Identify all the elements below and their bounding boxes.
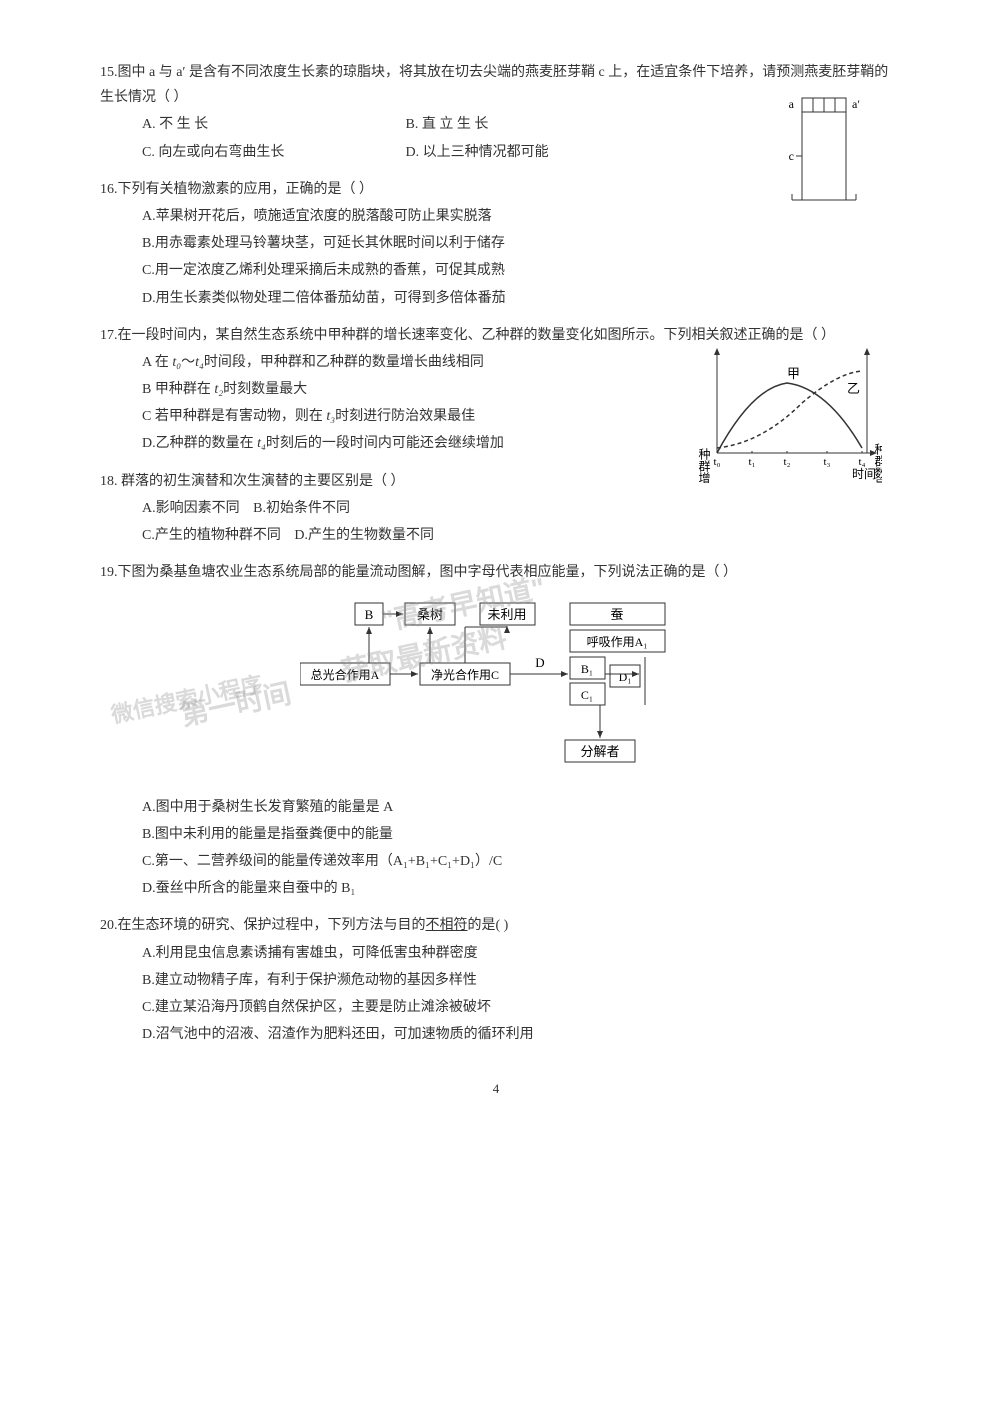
svg-text:t₀: t₀ (714, 456, 721, 468)
q20-stem: 20.在生态环境的研究、保护过程中，下列方法与目的不相符的是( ) (100, 913, 892, 938)
question-19: 19.下图为桑基鱼塘农业生态系统局部的能量流动图解，图中字母代表相应能量，下列说… (100, 560, 892, 901)
svg-text:D₁: D₁ (619, 670, 632, 684)
svg-text:t₂: t₂ (784, 456, 791, 468)
q20-opt-a: A.利用昆虫信息素诱捕有害雄虫，可降低害虫种群密度 (142, 941, 892, 966)
q17-diagram: 甲 乙 t₀ t₁ t₂ t₃ t₄ 时间 种群增长速率 种群数量 (692, 343, 882, 483)
q18-opt-b: B.初始条件不同 (253, 501, 350, 516)
svg-text:t₁: t₁ (749, 456, 756, 468)
label-a: a (789, 97, 795, 111)
svg-text:桑树: 桑树 (417, 607, 443, 622)
q19-opt-d: D.蚕丝中所含的能量来自蚕中的 B₁ (142, 876, 892, 901)
svg-text:总光合作用A: 总光合作用A (311, 667, 380, 682)
yi-label: 乙 (847, 381, 860, 396)
q19-diagram: B 桑树 未利用 蚕 呼吸作用A₁ 总光合作用A 净光合作用C D B₁ (300, 595, 720, 784)
q16-opt-c: C.用一定浓度乙烯利处理采摘后未成熟的香蕉，可促其成熟 (142, 258, 892, 283)
q18-opt-c: C.产生的植物种群不同 (142, 528, 281, 543)
svg-text:未利用: 未利用 (487, 607, 526, 622)
label-c: c (789, 149, 794, 163)
q19-opt-c: C.第一、二营养级间的能量传递效率用（A₁+B₁+C₁+D₁）/C (142, 849, 892, 874)
q16-opt-a: A.苹果树开花后，喷施适宜浓度的脱落酸可防止果实脱落 (142, 204, 892, 229)
svg-text:呼吸作用A₁: 呼吸作用A₁ (587, 635, 648, 649)
q19-opt-b: B.图中未利用的能量是指蚕粪便中的能量 (142, 822, 892, 847)
svg-text:t₃: t₃ (824, 456, 831, 468)
question-15: 15.图中 a 与 a′ 是含有不同浓度生长素的琼脂块，将其放在切去尖端的燕麦胚… (100, 60, 892, 165)
q20-opt-c: C.建立某沿海丹顶鹤自然保护区，主要是防止滩涂被破坏 (142, 995, 892, 1020)
q15-opt-b: B. 直 立 生 长 (406, 112, 666, 137)
svg-text:C₁: C₁ (581, 688, 593, 702)
svg-text:B: B (365, 607, 374, 622)
question-16: 16.下列有关植物激素的应用，正确的是（ ） A.苹果树开花后，喷施适宜浓度的脱… (100, 177, 892, 311)
q19-stem: 19.下图为桑基鱼塘农业生态系统局部的能量流动图解，图中字母代表相应能量，下列说… (100, 560, 892, 585)
q18-stem: 18. 群落的初生演替和次生演替的主要区别是（ ） (100, 469, 892, 494)
svg-text:净光合作用C: 净光合作用C (431, 667, 499, 682)
svg-text:D: D (535, 655, 544, 670)
question-20: 20.在生态环境的研究、保护过程中，下列方法与目的不相符的是( ) A.利用昆虫… (100, 913, 892, 1047)
q18-opt-d: D.产生的生物数量不同 (294, 528, 434, 543)
q19-opt-a: A.图中用于桑树生长发育繁殖的能量是 A (142, 795, 892, 820)
svg-text:分解者: 分解者 (580, 744, 619, 759)
q20-opt-d: D.沼气池中的沼液、沼渣作为肥料还田，可加速物质的循环利用 (142, 1022, 892, 1047)
question-17: 17.在一段时间内，某自然生态系统中甲种群的增长速率变化、乙种群的数量变化如图所… (100, 323, 892, 457)
q20-opt-b: B.建立动物精子库，有利于保护濒危动物的基因多样性 (142, 968, 892, 993)
label-a-prime: a′ (852, 97, 860, 111)
question-18: 18. 群落的初生演替和次生演替的主要区别是（ ） A.影响因素不同 B.初始条… (100, 469, 892, 549)
page-number: 4 (100, 1077, 892, 1100)
jia-label: 甲 (787, 366, 800, 381)
svg-text:蚕: 蚕 (610, 607, 623, 622)
q16-opt-d: D.用生长素类似物处理二倍体番茄幼苗，可得到多倍体番茄 (142, 286, 892, 311)
q18-opt-a: A.影响因素不同 (142, 501, 240, 516)
q15-opt-d: D. 以上三种情况都可能 (406, 140, 666, 165)
q16-opt-b: B.用赤霉素处理马铃薯块茎，可延长其休眠时间以利于储存 (142, 231, 892, 256)
q15-opt-a: A. 不 生 长 (142, 112, 402, 137)
svg-text:B₁: B₁ (581, 662, 593, 676)
q16-stem: 16.下列有关植物激素的应用，正确的是（ ） (100, 177, 892, 202)
q15-opt-c: C. 向左或向右弯曲生长 (142, 140, 402, 165)
